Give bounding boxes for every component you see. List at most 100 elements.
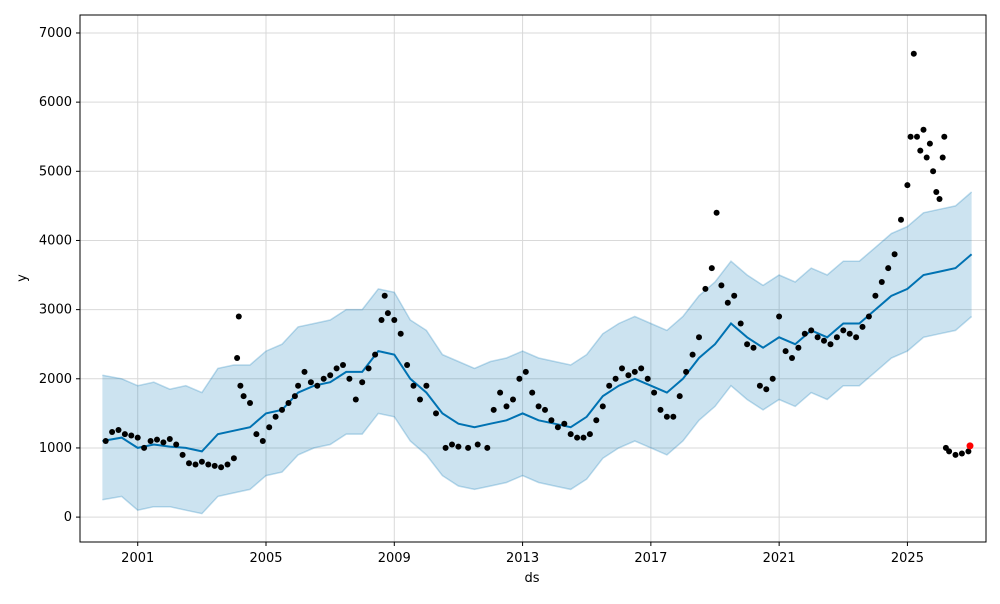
observed-point [827, 341, 834, 348]
observed-point [789, 355, 795, 361]
x-tick-label: 2021 [763, 551, 796, 566]
observed-point [933, 189, 940, 195]
observed-point [625, 372, 632, 379]
observed-point [384, 310, 391, 317]
observed-point [651, 389, 658, 396]
observed-point [776, 313, 783, 320]
observed-point [154, 436, 160, 443]
observed-point [907, 133, 914, 140]
uncertainty-band-layer [102, 191, 973, 515]
observed-point [833, 334, 840, 341]
observed-point [307, 379, 314, 386]
observed-point [510, 396, 516, 403]
observed-point [631, 368, 638, 375]
observed-point [885, 265, 892, 272]
observed-point [718, 282, 725, 289]
observed-point [442, 444, 449, 451]
observed-point [567, 431, 574, 438]
observed-point [433, 410, 439, 417]
observed-point [676, 393, 683, 400]
grid [80, 15, 986, 542]
observed-point [333, 365, 340, 372]
observed-point [340, 362, 346, 368]
observed-point [580, 434, 587, 441]
observed-point [920, 126, 927, 133]
uncertainty-band [102, 192, 972, 514]
observed-point [240, 393, 247, 400]
observed-point [606, 382, 613, 389]
observed-point [914, 133, 920, 140]
x-tick-label: 2013 [506, 551, 539, 566]
observed-point [410, 382, 417, 389]
observed-point [910, 50, 917, 57]
observed-point [644, 375, 651, 382]
observed-point [865, 313, 872, 320]
observed-point [702, 285, 709, 292]
observed-point [134, 434, 141, 441]
observed-point [904, 182, 911, 189]
observed-point [586, 431, 593, 438]
observed-point [121, 431, 128, 438]
observed-point [548, 417, 555, 424]
highlight-point [966, 442, 974, 450]
observed-point [801, 330, 808, 337]
observed-point [295, 382, 302, 389]
observed-point [535, 403, 542, 410]
observed-point [853, 334, 860, 341]
observed-point [301, 368, 308, 375]
observed-point [115, 427, 122, 433]
observed-point [423, 382, 430, 389]
observed-point [898, 216, 904, 223]
observed-point [253, 431, 260, 438]
uncertainty-lower-edge [102, 315, 973, 515]
observed-point [878, 279, 885, 285]
observed-point [941, 133, 948, 140]
observed-point [141, 444, 148, 451]
highlight-layer [966, 442, 974, 450]
observed-point [247, 400, 253, 406]
observed-point [952, 451, 959, 458]
observed-point [503, 403, 510, 410]
observed-point [404, 362, 411, 368]
observed-point [128, 432, 135, 439]
observed-point [946, 448, 953, 455]
observed-point [763, 386, 770, 393]
observed-point [737, 320, 744, 327]
observed-point [455, 443, 462, 450]
observed-point [102, 438, 109, 444]
observed-point [381, 292, 388, 299]
observed-point [285, 400, 292, 406]
observed-point [808, 327, 815, 334]
y-tick-label: 6000 [39, 95, 72, 110]
observed-point [891, 251, 898, 258]
observed-point [224, 461, 231, 468]
observed-point [713, 209, 720, 216]
observed-point [958, 450, 965, 457]
observed-point [391, 317, 398, 323]
observed-point [259, 438, 266, 444]
observed-point [756, 382, 763, 389]
observed-point [365, 365, 372, 372]
observed-point [619, 365, 625, 372]
observed-point [465, 444, 472, 451]
observed-point [516, 375, 523, 382]
forecast-line [102, 253, 973, 453]
y-axis-label: y [15, 274, 30, 282]
observed-point [179, 451, 186, 458]
x-tick-label: 2017 [634, 551, 667, 566]
observed-point [657, 406, 664, 413]
observed-point [272, 413, 279, 420]
observed-point [397, 330, 404, 337]
observed-point [186, 460, 192, 467]
observed-point [696, 334, 702, 341]
uncertainty-upper-edge [102, 191, 973, 394]
observed-point [359, 379, 366, 386]
x-axis-label: ds [524, 571, 539, 586]
observed-point [638, 365, 645, 372]
observed-point [554, 424, 561, 431]
observed-point [266, 424, 273, 431]
observed-point [160, 439, 167, 446]
observed-point [449, 441, 455, 448]
